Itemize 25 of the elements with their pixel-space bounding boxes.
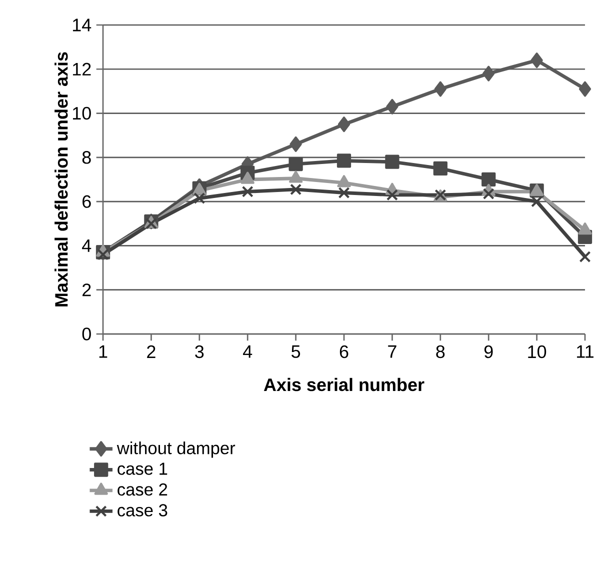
legend-label: case 2 — [118, 483, 168, 496]
x-tick-label: 11 — [577, 345, 594, 358]
legend-label: case 3 — [118, 504, 168, 516]
y-tick-label: 8 — [82, 151, 91, 164]
x-tick-label: 1 — [99, 345, 108, 358]
y-tick-label: 12 — [72, 62, 91, 76]
x-tick-label: 8 — [436, 345, 445, 358]
y-axis-title: Maximal deflection under axis — [54, 52, 68, 306]
x-axis-title: Axis serial number — [264, 378, 424, 392]
y-tick-label: 10 — [72, 106, 91, 120]
x-tick-label: 4 — [243, 345, 252, 358]
x-tick-label: 6 — [340, 345, 348, 358]
y-tick-label: 4 — [82, 240, 92, 252]
x-tick-label: 3 — [195, 345, 204, 358]
legend-label: without damper — [116, 442, 236, 458]
legend-label: case 1 — [118, 462, 168, 475]
y-tick-label: 6 — [82, 195, 91, 208]
y-tick-label: 2 — [82, 284, 91, 296]
x-tick-label: 5 — [292, 345, 300, 358]
y-tick-label: 14 — [72, 18, 92, 32]
x-tick-label: 9 — [484, 345, 493, 358]
x-tick-label: 2 — [147, 345, 156, 358]
y-tick-label: 0 — [82, 328, 91, 340]
x-tick-label: 7 — [388, 345, 396, 358]
x-tick-label: 10 — [528, 345, 546, 358]
